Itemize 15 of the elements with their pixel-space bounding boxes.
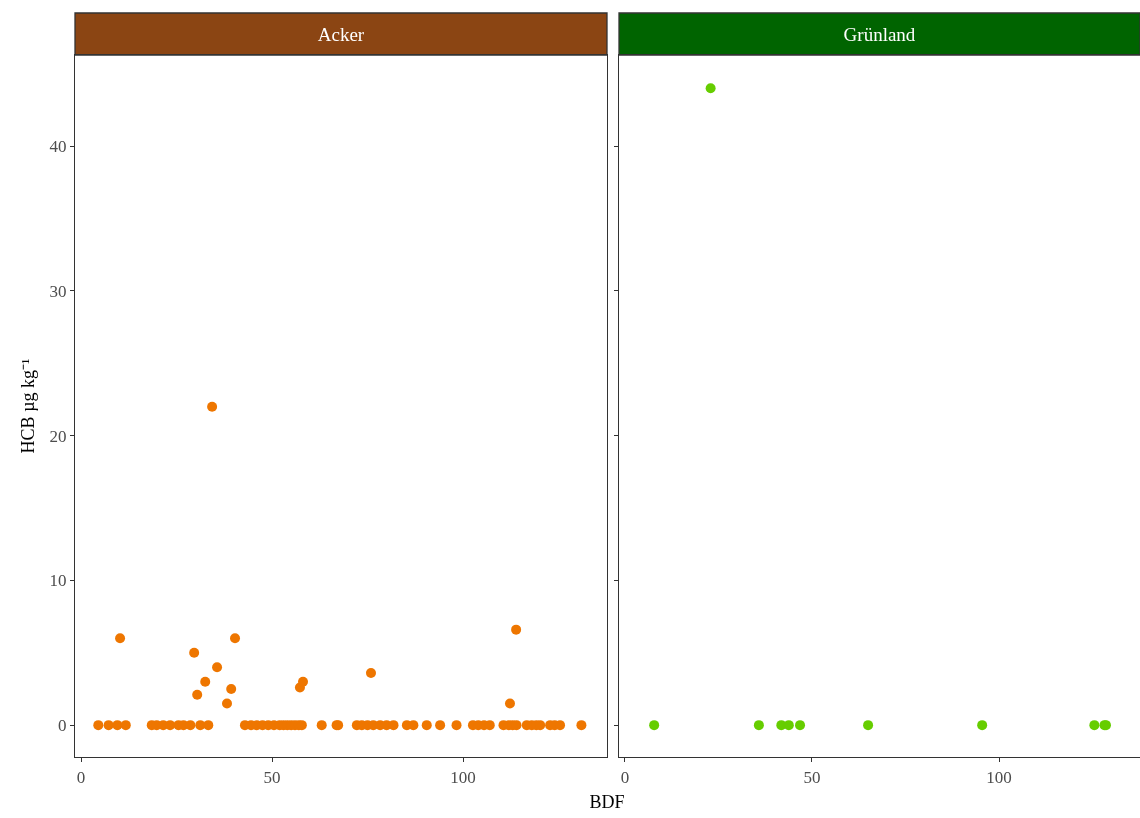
chart-title: Grünland bbox=[843, 23, 916, 45]
y-tick-label: 30 bbox=[49, 281, 67, 301]
x-tick-label: 50 bbox=[803, 767, 821, 787]
y-axis-title: HCB µg kg⁻¹ bbox=[17, 358, 38, 454]
x-tick-label: 0 bbox=[76, 767, 86, 787]
x-tick-label: 100 bbox=[986, 767, 1012, 787]
x-tick-label: 0 bbox=[620, 767, 630, 787]
y-tick-label: 40 bbox=[49, 137, 67, 157]
x-tick-label: 100 bbox=[450, 767, 476, 787]
y-tick-label: 10 bbox=[49, 571, 67, 591]
x-tick-label: 50 bbox=[263, 767, 281, 787]
y-tick-label: 0 bbox=[57, 716, 67, 736]
y-tick-label: 20 bbox=[49, 426, 67, 446]
chart-title: Acker bbox=[317, 23, 365, 45]
x-axis-title: BDF bbox=[588, 792, 626, 813]
